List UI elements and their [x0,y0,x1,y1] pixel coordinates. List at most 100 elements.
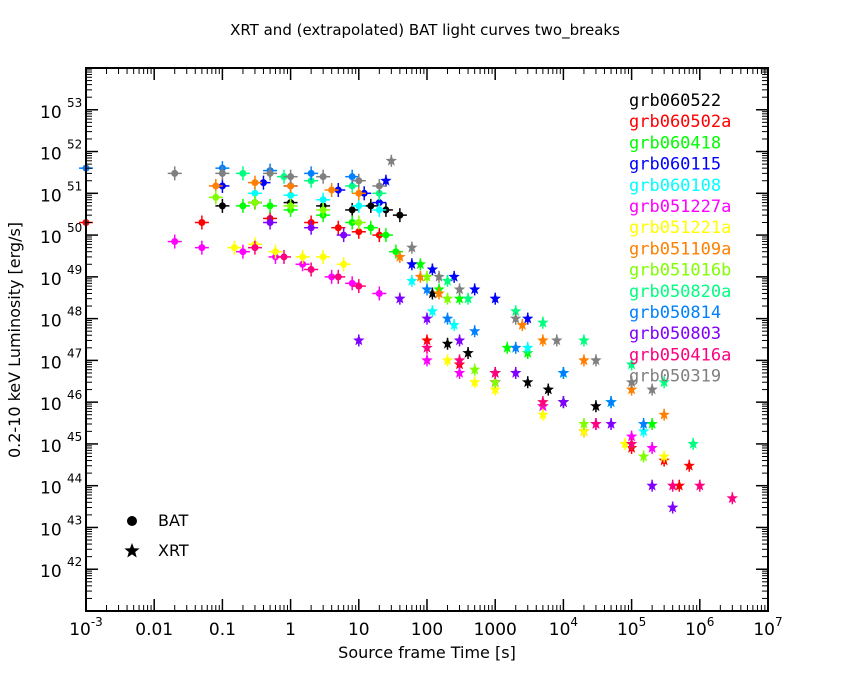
legend-entry: grb060115 [629,155,721,175]
bat-point [334,224,342,232]
symbol-label: BAT [158,511,189,530]
xrt-point [394,292,406,304]
xrt-point [453,354,466,366]
legend-entry: grb060522 [629,91,721,111]
x-tick-label: 100 [411,620,443,640]
xrt-point [658,450,670,462]
bat-point [367,202,375,210]
xrt-point [537,396,549,407]
bat-point [212,182,220,190]
xrt-point [537,408,549,420]
legend-entry: grb051016b [629,261,731,281]
xrt-point [414,270,427,282]
legend: grb060522grb060502agrb060418grb060115grb… [629,91,731,387]
xrt-point [394,250,406,262]
xrt-point [578,354,590,366]
bat-point [375,182,383,190]
xrt-point [687,437,699,449]
series-grb060115 [215,174,534,325]
y-tick-label: 10 45 [40,430,82,457]
xrt-point [380,174,392,186]
bat-point [251,189,259,197]
xrt-point [522,341,534,353]
bat-point [375,189,383,197]
xrt-point [578,418,590,429]
xrt-point [448,319,460,330]
series-grb050814 [79,161,650,430]
series-grb051016b [208,190,650,463]
bat-point [319,253,327,261]
xrt-point [426,263,439,275]
bat-point [355,189,363,197]
xrt-point [726,492,738,504]
legend-entry: grb060418 [629,133,721,153]
y-tick-label: 10 46 [40,388,82,415]
y-axis-label: 0.2-10 keV Luminosity [erg/s] [5,222,24,458]
bat-point [266,169,274,177]
xrt-point [578,425,590,437]
xrt-symbol [124,543,140,558]
y-tick-label: 10 49 [40,263,82,290]
bat-point [198,219,206,227]
xrt-point [433,287,445,299]
legend-entry: grb050319 [629,367,721,387]
xrt-point [510,305,522,317]
xrt-point [619,437,631,449]
legend-entry: grb050803 [629,324,721,344]
bat-point [319,206,327,214]
series-grb050319 [167,154,658,396]
bat-point [287,191,295,199]
bat-point [171,238,179,246]
xrt-point [510,341,522,353]
xrt-point [625,383,638,395]
bat-symbol [127,516,137,526]
xrt-point [441,274,454,286]
xrt-point [625,358,638,370]
bat-point [328,186,336,194]
bat-point [355,177,363,185]
symbol-label: XRT [158,541,189,560]
bat-point [334,273,342,281]
xrt-point [590,418,602,429]
bat-point [198,244,206,252]
bat-point [348,182,356,190]
xrt-point [557,396,570,407]
x-tick-label: 1 [285,620,296,640]
xrt-point [406,258,418,270]
chart-title: XRT and (extrapolated) BAT light curves … [230,21,620,40]
xrt-point [605,396,617,407]
bat-point [259,179,267,187]
bat-point [266,219,274,227]
xrt-point [646,442,658,453]
x-tick-label: 106 [685,615,714,640]
xrt-point [637,418,650,429]
xrt-point [683,459,695,471]
legend-entry: grb050814 [629,303,721,323]
xrt-point [453,292,466,304]
y-tick-label: 10 42 [40,555,82,582]
bat-point [348,173,356,181]
series-grb060522 [215,195,602,413]
bat-point [382,231,390,239]
xrt-point [421,334,433,346]
xrt-point [406,274,418,286]
xrt-point [625,376,638,388]
xrt-point [448,270,460,282]
xrt-point [406,241,418,253]
bat-point [271,248,279,256]
xrt-point [510,367,522,378]
bat-point [230,244,238,252]
xrt-point [557,367,570,378]
xrt-point [646,418,658,429]
bat-point [280,253,288,261]
bat-point [266,202,274,210]
xrt-point [426,305,439,317]
bat-point [375,206,383,214]
xrt-point [590,400,602,412]
xrt-point [578,334,590,346]
series-grb050803 [263,215,679,514]
bat-point [319,196,327,204]
bat-point [287,202,295,210]
xrt-point [433,270,445,282]
xrt-point [658,408,670,420]
